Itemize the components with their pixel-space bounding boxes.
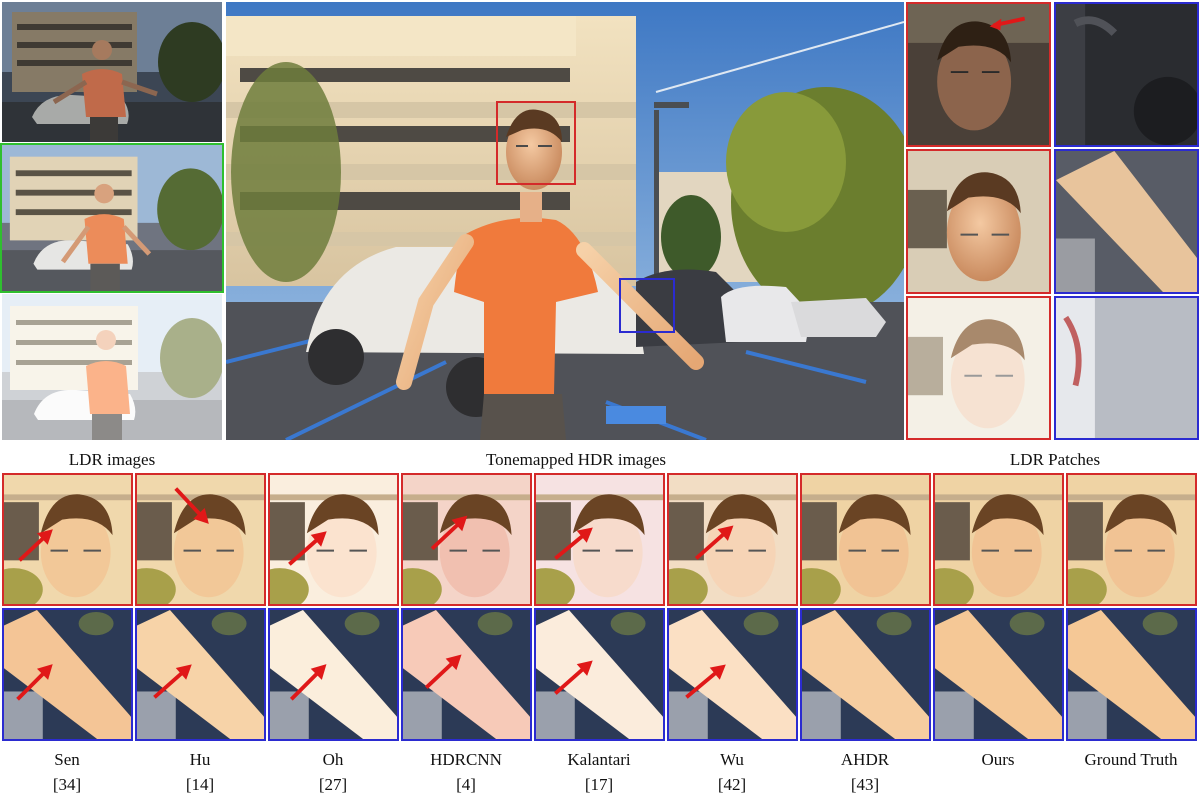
method-label: Sen [34]	[2, 747, 132, 797]
face-patch	[667, 473, 798, 606]
arm-patch	[534, 608, 665, 741]
method-name: HDRCNN	[430, 750, 502, 769]
method-ref: [43]	[850, 775, 880, 794]
face-patch	[135, 473, 266, 606]
arm-patch	[667, 608, 798, 741]
method-name: Wu	[720, 750, 744, 769]
method-label: Kalantari [17]	[534, 747, 664, 797]
ldr-patch-arm-bright	[1054, 296, 1199, 440]
method-name: Oh	[322, 750, 344, 769]
method-name: Hu	[189, 750, 211, 769]
ldr-image-bright	[2, 294, 222, 440]
face-patch	[800, 473, 931, 606]
method-label: Oh [27]	[268, 747, 398, 797]
method-ref: [27]	[318, 775, 348, 794]
arm-patch	[268, 608, 399, 741]
arm-patch	[2, 608, 133, 741]
method-ref: [42]	[717, 775, 747, 794]
face-patch	[401, 473, 532, 606]
face-patch	[2, 473, 133, 606]
ldr-patch-face-dark	[906, 2, 1051, 147]
method-label: Ours	[933, 747, 1063, 772]
method-label: Hu [14]	[135, 747, 265, 797]
ldr-image-dark	[2, 2, 222, 142]
ldr-image-medium	[0, 143, 224, 293]
method-name: AHDR	[840, 750, 890, 769]
method-name: Sen	[54, 750, 80, 769]
arm-patch	[1066, 608, 1197, 741]
caption-ldr-images: LDR images	[68, 450, 156, 469]
method-ref: [14]	[185, 775, 215, 794]
method-name: Kalantari	[567, 750, 631, 769]
face-patch	[933, 473, 1064, 606]
method-label: AHDR [43]	[800, 747, 930, 797]
method-label: Wu [42]	[667, 747, 797, 797]
method-label: Ground Truth	[1066, 747, 1196, 772]
ldr-patch-arm-medium	[1054, 149, 1199, 294]
ldr-patch-arm-dark	[1054, 2, 1199, 147]
caption-ldr-patches: LDR Patches	[1009, 450, 1101, 469]
arm-patch	[933, 608, 1064, 741]
ldr-patch-face-bright	[906, 296, 1051, 440]
face-patch	[1066, 473, 1197, 606]
method-ref: [4]	[456, 775, 476, 794]
caption-tonemapped-hdr: Tonemapped HDR images	[485, 450, 667, 469]
face-patch	[534, 473, 665, 606]
method-name: Ours	[981, 750, 1015, 769]
method-name: Ground Truth	[1084, 750, 1178, 769]
arm-patch	[401, 608, 532, 741]
arm-patch	[800, 608, 931, 741]
arm-patch	[135, 608, 266, 741]
face-patch	[268, 473, 399, 606]
ldr-patch-face-medium	[906, 149, 1051, 294]
method-ref: [34]	[52, 775, 82, 794]
tonemapped-hdr-image	[226, 2, 904, 440]
method-ref: [17]	[584, 775, 614, 794]
method-label: HDRCNN [4]	[401, 747, 531, 797]
